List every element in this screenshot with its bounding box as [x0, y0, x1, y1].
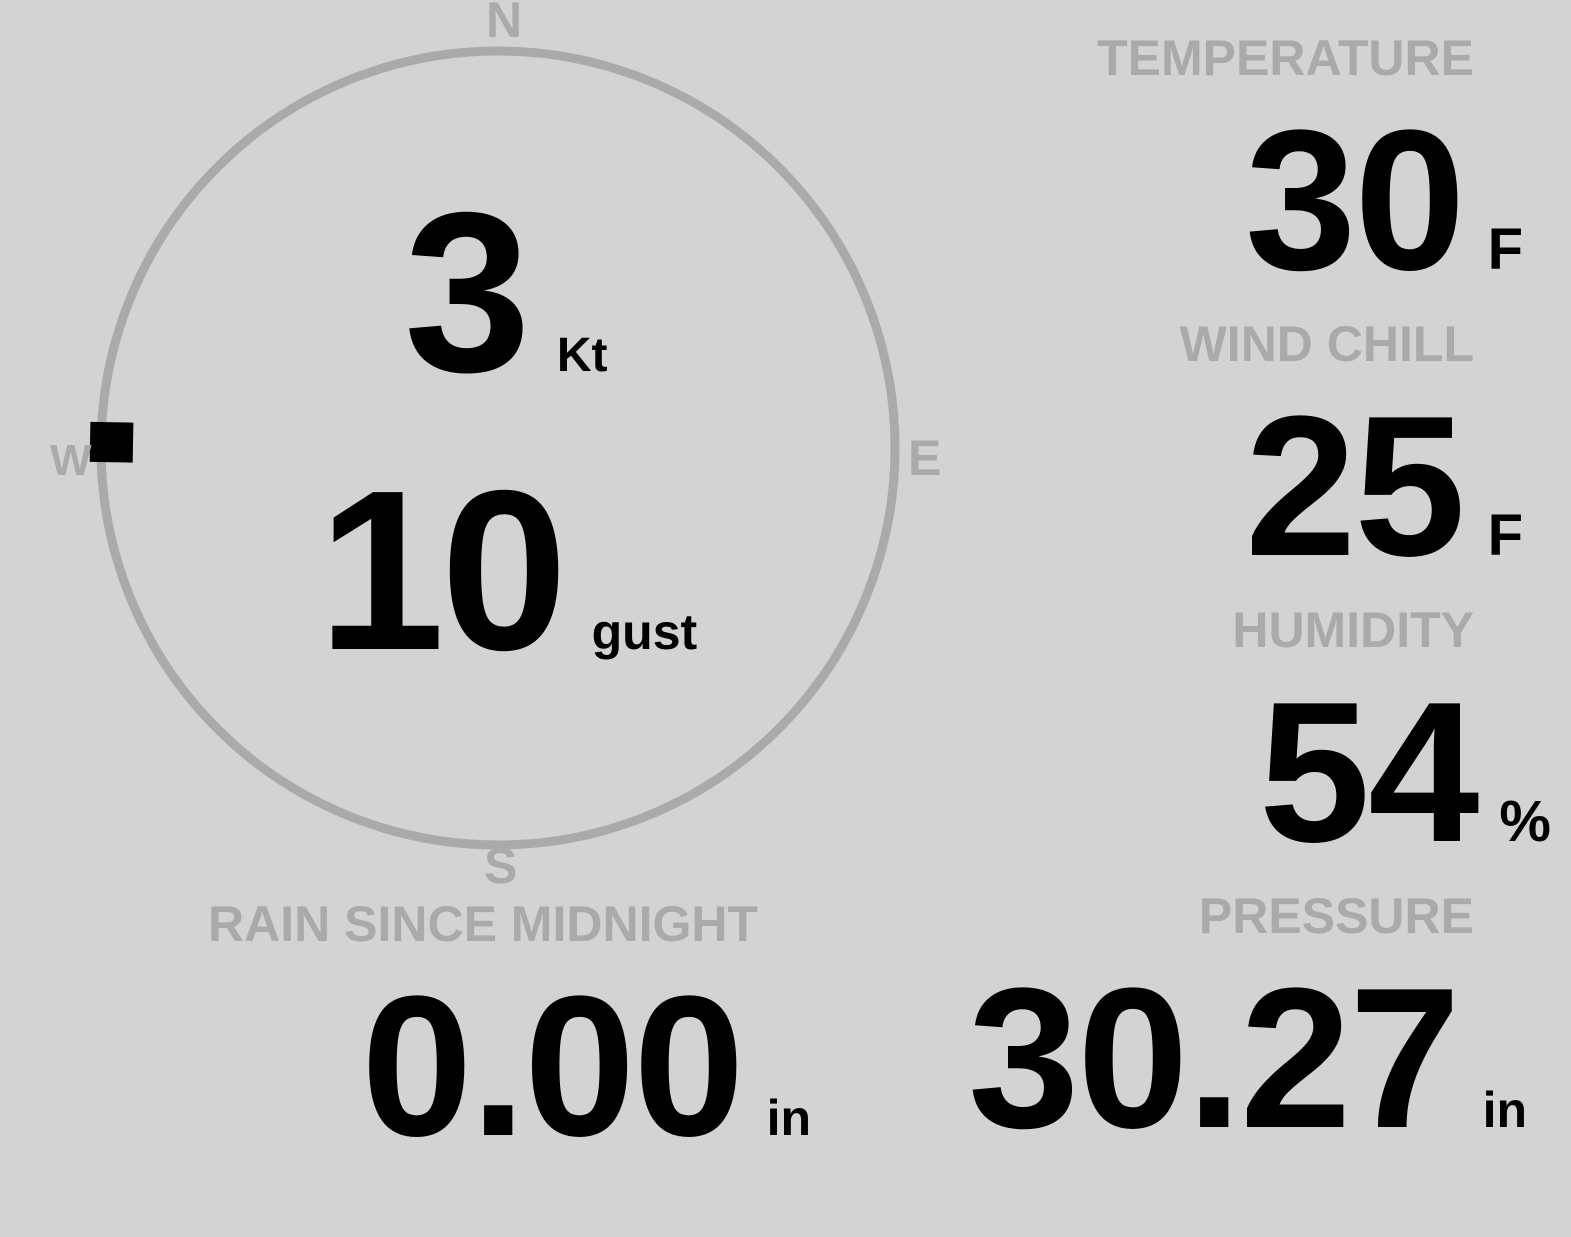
- pressure-label: PRESSURE: [1198, 888, 1474, 944]
- pressure-unit: in: [1482, 1082, 1527, 1138]
- wind-gust: 10 gust: [318, 440, 697, 702]
- humidity-unit: %: [1499, 789, 1551, 854]
- wind-direction-pointer: [89, 421, 134, 463]
- wind-gust-label: gust: [591, 604, 698, 660]
- wind-chill-value: 25: [1245, 375, 1465, 598]
- humidity-reading: 54%: [1259, 658, 1551, 888]
- compass-west: W: [50, 436, 92, 485]
- rain-unit: in: [766, 1090, 811, 1146]
- temperature-reading: 30 F: [1245, 86, 1523, 316]
- wind-speed: 3 Kt: [404, 162, 607, 424]
- wind-speed-unit: Kt: [556, 329, 608, 382]
- compass-north: N: [486, 0, 523, 48]
- rain-label: RAIN SINCE MIDNIGHT: [208, 896, 758, 952]
- wind-chill-unit: F: [1487, 503, 1523, 568]
- compass-south: S: [484, 838, 518, 894]
- wind-chill-reading: 25 F: [1245, 372, 1523, 602]
- temperature-label: TEMPERATURE: [1097, 30, 1474, 86]
- compass-east: E: [908, 430, 942, 486]
- wind-gust-value: 10: [318, 444, 568, 698]
- pressure-value: 30.27: [968, 947, 1460, 1170]
- pressure-reading: 30.27 in: [968, 944, 1527, 1174]
- wind-chill-label: WIND CHILL: [1179, 316, 1474, 372]
- rain-reading: 0.00 in: [361, 952, 811, 1182]
- humidity-value: 54: [1258, 661, 1479, 884]
- humidity-label: HUMIDITY: [1232, 602, 1474, 658]
- temperature-value: 30: [1245, 89, 1465, 312]
- wind-speed-value: 3: [404, 166, 531, 420]
- wind-direction-marker: [89, 421, 134, 463]
- temperature-unit: F: [1487, 217, 1523, 282]
- rain-value: 0.00: [361, 955, 744, 1178]
